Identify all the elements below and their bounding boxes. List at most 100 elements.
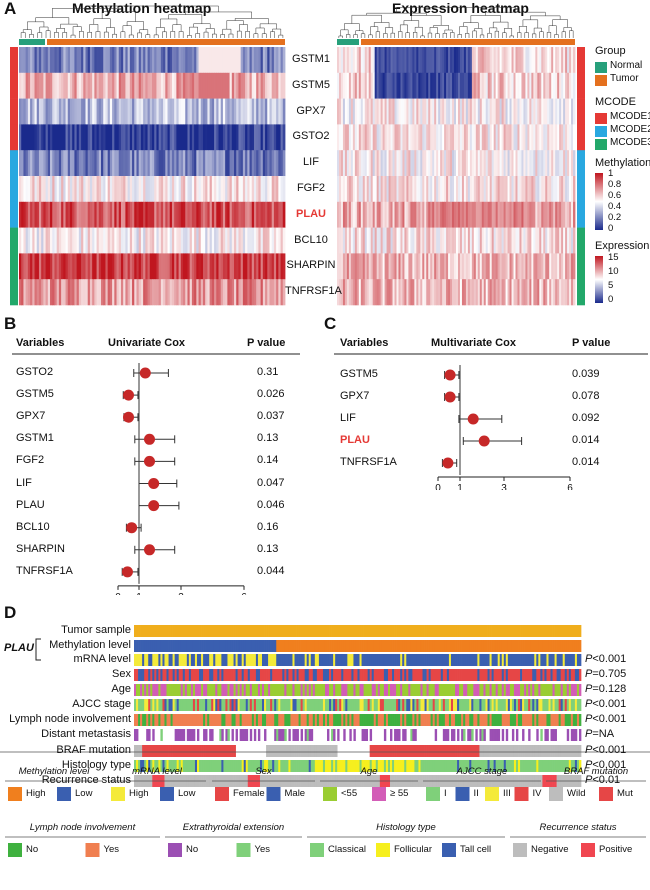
pvalue-gpx7: 0.037 xyxy=(257,410,285,423)
legend-swatch xyxy=(514,787,529,801)
hazard-ratio-point xyxy=(123,389,134,401)
legend-item-label: ≥ 55 xyxy=(390,788,409,799)
legend-group-title: BRAF mutation xyxy=(563,766,629,777)
variable-gstm5: GSTM5 xyxy=(340,368,378,380)
legend-swatch xyxy=(442,843,456,857)
legend-swatch xyxy=(310,843,324,857)
track-label: Histology type xyxy=(61,759,131,771)
track-label: Age xyxy=(111,683,131,695)
mcode-legend-title: MCODE xyxy=(595,96,636,108)
track-pvalue: P<0.001 xyxy=(585,653,627,665)
gene-label-fgf2: FGF2 xyxy=(296,182,326,194)
track-pvalue: P<0.001 xyxy=(585,759,627,771)
plau-gene-label: PLAU xyxy=(4,642,34,654)
methylation-group-bar xyxy=(19,39,285,45)
pvalue-lif: 0.047 xyxy=(257,476,285,489)
legend-swatch xyxy=(236,843,251,857)
legend-item-label: Low xyxy=(178,788,196,799)
legend-swatch xyxy=(323,787,337,801)
legend-item-label: Tall cell xyxy=(460,844,492,855)
methylation-tick: 0.4 xyxy=(608,201,622,212)
panel-a-letter: A xyxy=(4,0,17,18)
methylation-tick: 0.2 xyxy=(608,212,622,223)
legend-group-title: Histology type xyxy=(376,822,436,833)
legend-swatch xyxy=(376,843,390,857)
gene-label-plau: PLAU xyxy=(296,207,326,220)
variable-tnfrsf1a: TNFRSF1A xyxy=(16,564,73,577)
track-label: Sex xyxy=(112,668,131,680)
x-tick-label: 3 xyxy=(178,592,184,595)
expression-group-bar xyxy=(337,39,575,45)
x-tick-label: 3 xyxy=(501,483,507,490)
pvalue-gsto2: 0.31 xyxy=(257,366,279,378)
track-pvalue: P=0.705 xyxy=(585,668,627,680)
track-pvalue: P<0.01 xyxy=(585,774,621,786)
track-label: Distant metastasis xyxy=(41,728,131,740)
pvalue-plau: 0.014 xyxy=(572,434,600,446)
legend-swatch xyxy=(372,787,386,801)
panel-b-letter: B xyxy=(4,314,17,333)
methylation-tick: 1 xyxy=(608,168,614,179)
legend-item-label: Classical xyxy=(328,844,367,855)
legend-swatch xyxy=(455,787,470,801)
gene-label-gstm1: GSTM1 xyxy=(292,53,330,65)
mcode-legend-3: MCODE3 xyxy=(610,137,650,148)
pvalue-tnfrsf1a: 0.044 xyxy=(257,564,285,577)
hazard-ratio-point xyxy=(467,413,479,425)
legend-item-label: Negative xyxy=(531,844,569,855)
gene-label-gpx7: GPX7 xyxy=(296,104,326,117)
x-tick-label: 1 xyxy=(457,483,463,490)
gene-label-lif: LIF xyxy=(303,156,319,169)
c-header-pvalue: P value xyxy=(572,337,611,349)
legend-item-label: III xyxy=(503,788,511,799)
legend-item-label: Wild xyxy=(567,788,586,799)
pvalue-lif: 0.092 xyxy=(572,412,600,424)
track-pvalue: P=0.128 xyxy=(585,683,627,695)
methylation-tick: 0.8 xyxy=(608,179,622,190)
variable-sharpin: SHARPIN xyxy=(16,542,65,555)
expression-tick: 5 xyxy=(608,280,614,291)
legend-item-label: Positive xyxy=(599,844,633,855)
pvalue-gpx7: 0.078 xyxy=(572,390,600,402)
hazard-ratio-point xyxy=(126,522,138,534)
x-tick-label: 6 xyxy=(567,483,573,490)
gene-label-sharpin: SHARPIN xyxy=(286,259,336,272)
methylation-heatmap-cells xyxy=(19,47,286,306)
legend-swatch xyxy=(8,843,22,857)
track-pvalue: P<0.001 xyxy=(585,698,627,710)
legend-swatch xyxy=(168,843,182,857)
panel-d-letter: D xyxy=(4,603,17,622)
track-pvalue: P=NA xyxy=(585,728,615,740)
b-header-pvalue: P value xyxy=(247,337,286,349)
legend-item-label: Low xyxy=(75,788,93,799)
legend-item-label: Follicular xyxy=(394,844,433,855)
track-pvalue: P<0.001 xyxy=(585,744,627,756)
pvalue-tnfrsf1a: 0.014 xyxy=(572,456,600,468)
methylation-legend-title: Methylation xyxy=(595,157,650,169)
legend-item-label: No xyxy=(26,844,39,855)
variable-gpx7: GPX7 xyxy=(340,390,370,402)
pvalue-bcl10: 0.16 xyxy=(257,520,279,533)
legend-swatch xyxy=(8,787,22,801)
legend-item-label: Yes xyxy=(103,844,120,855)
b-header-method: Univariate Cox xyxy=(108,337,186,349)
hazard-ratio-point xyxy=(144,433,155,445)
c-header-variables: Variables xyxy=(340,337,389,349)
variable-plau: PLAU xyxy=(16,498,45,511)
variable-tnfrsf1a: TNFRSF1A xyxy=(340,456,397,468)
legend-group-title: Age xyxy=(360,766,378,777)
gene-label-gsto2: GSTO2 xyxy=(292,130,330,143)
gene-label-bcl10: BCL10 xyxy=(294,233,328,246)
expression-tick: 0 xyxy=(608,294,614,305)
hazard-ratio-point xyxy=(123,411,134,423)
legend-item-label: High xyxy=(26,788,46,799)
track-label: AJCC stage xyxy=(72,698,131,710)
variable-fgf2: FGF2 xyxy=(16,454,45,467)
expression-tick: 15 xyxy=(608,252,619,263)
legend-group-title: Lymph node involvement xyxy=(29,822,136,833)
legend-item-label: No xyxy=(186,844,199,855)
x-tick-label: 0 xyxy=(435,483,441,490)
pvalue-sharpin: 0.13 xyxy=(257,542,279,555)
hazard-ratio-point xyxy=(139,367,151,379)
legend-swatch xyxy=(215,787,229,801)
